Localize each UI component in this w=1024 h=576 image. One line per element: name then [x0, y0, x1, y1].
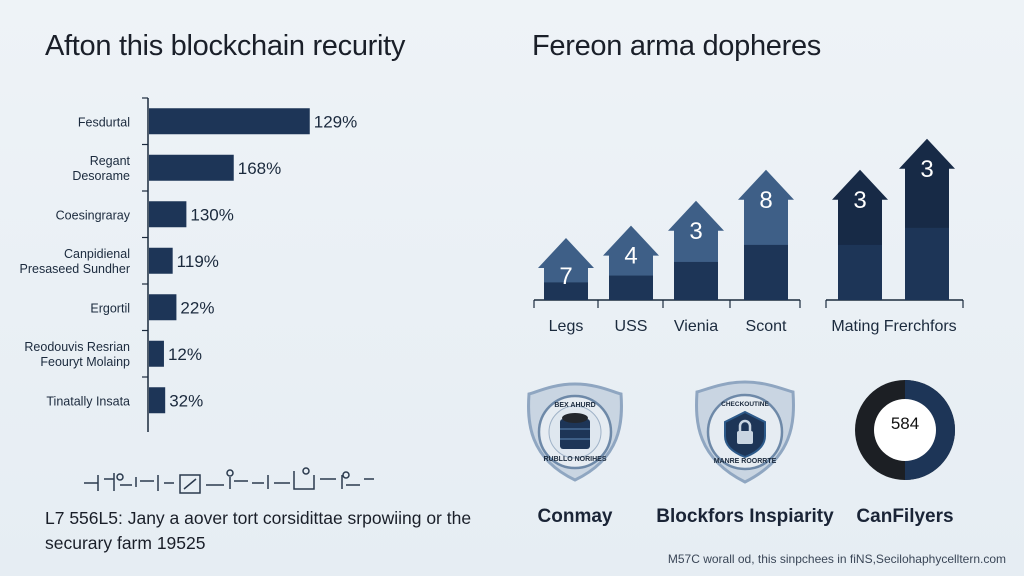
donut-hole	[874, 399, 936, 461]
donut-label: CanFilyers	[856, 506, 954, 527]
bar-4	[149, 294, 177, 321]
chart-caption: L7 556L5: Jany a aover tort corsidittae …	[45, 508, 472, 553]
data-label-4: 22%	[180, 298, 214, 317]
arrow-bar-2	[668, 200, 724, 300]
bar-0	[149, 108, 310, 135]
category-label-3: Canpidienal Presaseed Sundher	[20, 247, 131, 276]
category-label-5: Reodouvis Resrian Feouryt Molainp	[24, 340, 130, 369]
category-label-6: Tinatally Insata	[46, 394, 130, 408]
arrow-value-3: 8	[759, 187, 772, 214]
data-label-3: 119%	[177, 252, 219, 271]
bar-6	[149, 387, 166, 414]
data-label-1: 168%	[238, 159, 281, 178]
arrow-value-5: 3	[920, 156, 933, 183]
arrow-value-1: 4	[624, 243, 637, 270]
footer-credit: M57C worall od, this sinpchees in fiNS,S…	[667, 552, 1006, 566]
svg-text:RUBLLO NORIHES: RUBLLO NORIHES	[544, 456, 607, 463]
arrow-bar-chart: 7 Legs 4 USS 3 Vienia 8 Scont 3 3 Mating Frerchfor…	[533, 138, 964, 335]
database-icon	[560, 413, 590, 449]
category-label-2: Coesingraray	[56, 208, 131, 222]
bar-5	[149, 340, 164, 367]
bar-2	[149, 201, 187, 228]
category-label-0: Fesdurtal	[78, 115, 130, 129]
data-label-5: 12%	[168, 345, 202, 364]
bar-3	[149, 247, 173, 274]
arrow-bar-4	[832, 169, 888, 300]
shield-badge-blockfors: CHECKOUTINE MANRE ROORRTE	[695, 380, 795, 484]
arrow-value-0: 7	[559, 263, 572, 290]
arrow-bar-3	[738, 169, 794, 300]
data-label-6: 32%	[169, 391, 203, 410]
x-label-0: Legs	[549, 318, 584, 335]
svg-text:MANRE ROORRTE: MANRE ROORRTE	[714, 458, 777, 465]
arrow-bar-1	[603, 225, 659, 300]
badge-label-blockfors: Blockfors Inspiarity	[656, 506, 834, 527]
right-chart-title: Fereon arma dopheres	[532, 30, 821, 62]
svg-text:BEX AHURD: BEX AHURD	[554, 402, 595, 409]
chain-link-decoration	[84, 467, 374, 494]
category-label-1: Regant Desorame	[72, 154, 130, 183]
x-label-4: Mating Frerchfors	[831, 318, 956, 335]
arrow-value-2: 3	[689, 218, 702, 245]
horizontal-bar-chart: 129% Fesdurtal 168% Regant Desorame 130% Coesi…	[20, 97, 357, 432]
category-label-4: Ergortil	[90, 301, 130, 315]
arrow-bar-0	[538, 238, 594, 300]
data-label-2: 130%	[190, 205, 233, 224]
bar-1	[149, 154, 234, 181]
x-label-1: USS	[615, 318, 648, 335]
arrow-value-4: 3	[853, 187, 866, 214]
donut-chart	[855, 380, 955, 480]
arrow-bar-5	[899, 138, 955, 300]
lock-shield-icon	[724, 410, 766, 459]
data-label-0: 129%	[314, 112, 357, 131]
x-label-3: Scont	[746, 318, 787, 335]
donut-value: 584	[890, 414, 920, 433]
left-chart-title: Afton this blockchain recurity	[45, 30, 406, 62]
badge-label-conmay: Conmay	[537, 506, 613, 527]
x-label-2: Vienia	[674, 318, 718, 335]
svg-text:CHECKOUTINE: CHECKOUTINE	[721, 401, 769, 408]
shield-badge-conmay: BEX AHURD RUBLLO NORIHES	[527, 382, 623, 482]
